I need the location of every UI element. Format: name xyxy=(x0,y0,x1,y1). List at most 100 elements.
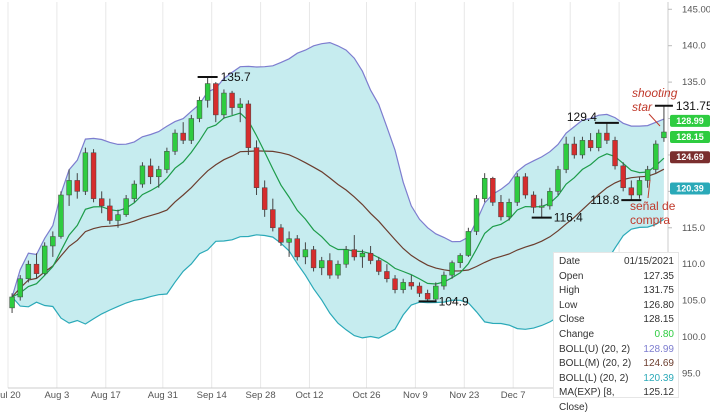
info-row: Open 127.35 xyxy=(559,270,674,285)
candle xyxy=(620,162,626,192)
y-tick-label: 95.0 xyxy=(682,368,701,379)
info-row: Low 126.80 xyxy=(559,299,674,314)
candle xyxy=(481,173,488,203)
candle xyxy=(221,89,227,119)
candle-body xyxy=(384,271,390,280)
candle xyxy=(99,191,105,214)
candle-body xyxy=(196,100,203,119)
candle-body xyxy=(465,231,472,256)
candle-body xyxy=(66,180,72,196)
info-row: BOLL(M) (20, 2) 124.69 xyxy=(559,357,674,372)
candle-body xyxy=(131,183,137,199)
candle-body xyxy=(302,249,309,258)
info-row: Date 01/15/2021 xyxy=(559,255,674,270)
candle-body xyxy=(147,165,154,178)
candle xyxy=(82,147,89,195)
candle xyxy=(343,245,349,268)
annotation-label: 131.75 xyxy=(676,99,710,113)
x-tick-label: Aug 17 xyxy=(91,390,121,400)
bollinger-band-fill xyxy=(12,42,664,339)
candle-body xyxy=(367,253,374,261)
candle xyxy=(596,129,602,152)
candle xyxy=(628,180,635,201)
candle-body xyxy=(343,249,349,265)
info-label: Open xyxy=(559,270,584,282)
candle-body xyxy=(327,260,333,276)
candle-body xyxy=(270,209,276,229)
candle xyxy=(237,98,243,123)
x-tick-label: Aug 3 xyxy=(44,390,69,400)
price-tag-label: 124.69 xyxy=(676,152,704,162)
annotations: 135.7129.4116.4118.8104.9131.75shootings… xyxy=(197,70,710,308)
candle-body xyxy=(351,249,357,258)
candle xyxy=(351,235,357,261)
bollinger-bands xyxy=(11,41,665,339)
candle xyxy=(286,231,292,257)
candle-body xyxy=(408,282,415,287)
candle-body xyxy=(587,140,594,148)
info-label: BOLL(L) (20, 2) xyxy=(559,372,629,384)
y-tick-label: 140.0 xyxy=(682,41,706,52)
candle xyxy=(319,256,325,276)
candle-body xyxy=(261,187,268,210)
candle xyxy=(433,282,439,301)
x-tick-label: Dec 7 xyxy=(501,390,526,400)
candle-body xyxy=(579,140,586,156)
signal-label: señal de xyxy=(630,199,676,213)
candle-body xyxy=(74,180,80,192)
candle-body xyxy=(571,143,577,156)
candle xyxy=(449,260,455,279)
y-tick-label: 135.0 xyxy=(682,77,706,88)
candle-body xyxy=(555,169,561,192)
candlestick-chart: 95.0100.0105.0110.0115.0120.0125.0130.01… xyxy=(0,2,710,400)
candle xyxy=(245,100,252,155)
candle xyxy=(204,77,211,108)
candle xyxy=(213,82,219,123)
shooting-star-label: shooting xyxy=(632,86,678,100)
candle-body xyxy=(539,205,545,208)
candle xyxy=(188,114,195,145)
bollinger-middle-line xyxy=(11,150,665,298)
candle-body xyxy=(319,260,325,269)
info-label: MA(EXP) [8, Close) xyxy=(559,387,615,413)
candle xyxy=(490,176,496,206)
price-tag: 128.15 xyxy=(670,131,710,144)
info-value: 124.69 xyxy=(643,358,674,370)
candle xyxy=(661,105,667,142)
price-tag-label: 128.99 xyxy=(676,116,704,126)
candle-body xyxy=(473,198,480,232)
ema-line xyxy=(11,112,665,298)
candle-body xyxy=(563,143,569,170)
info-row: BOLL(L) (20, 2) 120.39 xyxy=(559,372,674,387)
candle xyxy=(539,198,545,218)
candle xyxy=(25,260,32,283)
candle-body xyxy=(514,176,520,203)
price-tag: 124.69 xyxy=(670,151,710,164)
candle xyxy=(172,129,178,155)
candle xyxy=(441,271,447,290)
candle xyxy=(457,253,463,268)
candle xyxy=(115,209,121,228)
annotation-label: 118.8 xyxy=(590,193,619,207)
candle-body xyxy=(335,263,341,276)
candle-body xyxy=(180,132,186,141)
x-tick-label: Oct 26 xyxy=(353,390,381,400)
x-tick-label: Jul 20 xyxy=(0,390,21,400)
candle xyxy=(465,227,472,257)
candle-body xyxy=(164,151,170,170)
candle-body xyxy=(33,263,40,274)
candle xyxy=(335,260,341,279)
candle xyxy=(229,90,235,115)
y-tick-label: 100.0 xyxy=(682,332,706,343)
candle xyxy=(41,242,48,276)
candle-body xyxy=(278,227,284,243)
candle-body xyxy=(115,214,121,221)
candle xyxy=(587,133,594,152)
candle-body xyxy=(490,177,496,203)
candle-body xyxy=(253,147,260,188)
info-label: Change xyxy=(559,328,595,340)
candle-body xyxy=(107,205,113,221)
candle-body xyxy=(376,260,382,272)
candle-body xyxy=(449,262,455,276)
candle xyxy=(17,275,23,301)
